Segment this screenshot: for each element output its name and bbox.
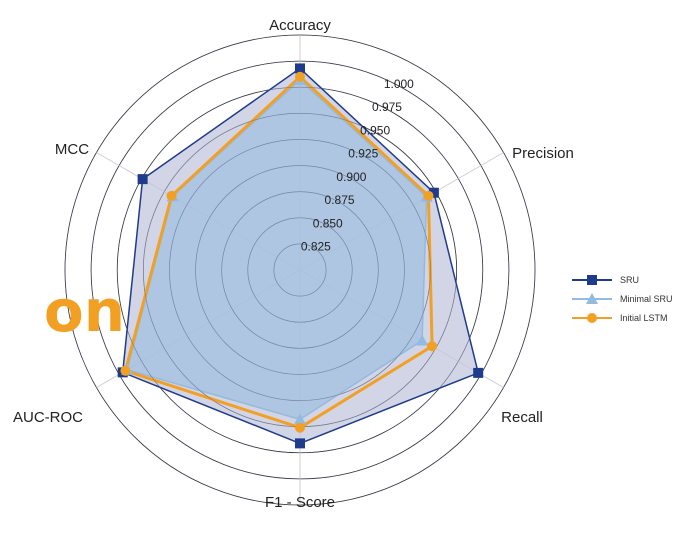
legend-swatch-sru: [572, 273, 612, 287]
radial-tick-label: 0.875: [325, 193, 355, 207]
data-point-sru: [295, 63, 305, 74]
axis-labels: Accuracy Precision Recall F1 - Score AUC-ROC…: [13, 17, 574, 511]
series-markers: [117, 63, 484, 449]
data-point-minimal-sru: [416, 334, 429, 346]
chart-legend: SRU Minimal SRU Initial LSTM: [572, 270, 673, 327]
grid-ring-overlay: [195, 165, 405, 375]
radial-tick-label: 1.000: [384, 77, 414, 91]
grid-ring-overlay: [273, 243, 327, 297]
legend-label-initial-lstm: Initial LSTM: [620, 312, 668, 323]
radial-tick-label: 0.950: [360, 123, 390, 137]
grid-ring-overlay: [169, 139, 431, 401]
axis-label-mcc: MCC: [55, 141, 89, 158]
radial-tick-label: 0.925: [348, 147, 378, 161]
grid-ring-overlay: [221, 191, 379, 349]
grid-ring-overlay: [90, 60, 510, 480]
legend-item-sru: SRU: [572, 270, 673, 289]
data-point-initial-lstm: [427, 341, 438, 352]
data-point-sru: [473, 367, 484, 378]
axis-label-f1-score: F1 - Score: [265, 494, 335, 511]
grid-ring-overlay: [247, 217, 353, 323]
axis-label-recall: Recall: [501, 409, 543, 426]
grid-ring-overlay: [116, 86, 484, 454]
radial-tick-label: 0.850: [313, 216, 343, 230]
axis-label-accuracy: Accuracy: [269, 17, 331, 34]
radial-tick-label: 0.900: [336, 170, 366, 184]
data-point-minimal-sru: [294, 413, 306, 425]
data-point-sru: [137, 174, 148, 185]
data-point-sru: [428, 187, 439, 198]
radial-tick-label: 0.825: [301, 240, 331, 254]
legend-label-minimal-sru: Minimal SRU: [620, 293, 673, 304]
data-point-sru: [295, 438, 305, 449]
data-point-initial-lstm: [295, 422, 305, 433]
legend-swatch-initial-lstm: [572, 311, 612, 325]
data-point-initial-lstm: [120, 365, 131, 376]
data-point-initial-lstm: [166, 190, 177, 201]
legend-item-initial-lstm: Initial LSTM: [572, 308, 673, 327]
data-point-initial-lstm: [295, 71, 305, 82]
legend-swatch-minimal-sru: [572, 292, 612, 306]
axis-label-precision: Precision: [512, 145, 574, 162]
data-point-initial-lstm: [423, 190, 434, 201]
series-polygons: [64, 34, 536, 506]
radial-tick-label: 0.975: [372, 100, 402, 114]
grid-ring-overlay: [64, 34, 536, 506]
overlay-word-text: on: [43, 277, 125, 345]
legend-label-sru: SRU: [620, 274, 640, 285]
axis-label-auc-roc: AUC-ROC: [13, 409, 83, 426]
legend-item-minimal-sru: Minimal SRU: [572, 289, 673, 308]
